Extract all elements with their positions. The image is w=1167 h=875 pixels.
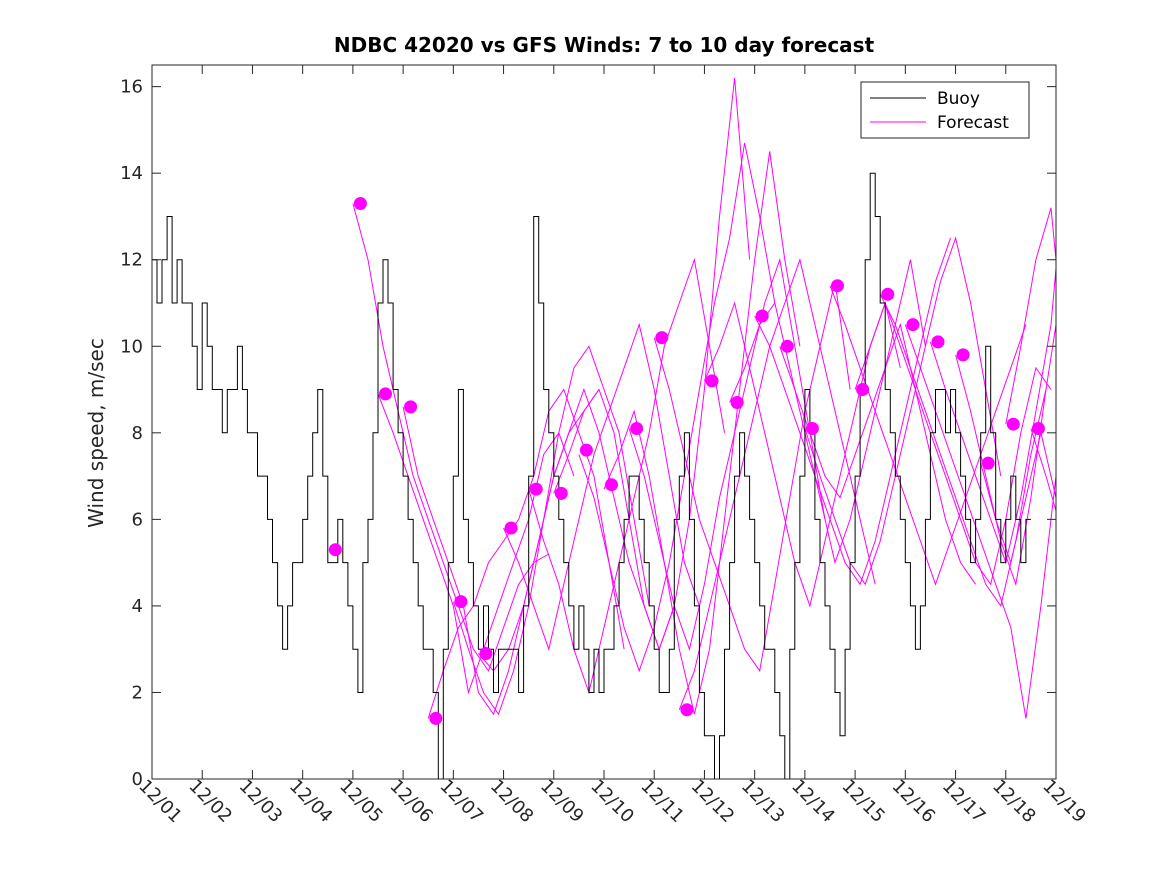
- forecast-line-24: [955, 324, 1057, 587]
- forecast-point-13: [655, 331, 669, 345]
- x-tick-label-2: 12/03: [235, 776, 287, 828]
- y-tick-label-1: 2: [132, 682, 143, 703]
- forecast-points: [328, 197, 1045, 725]
- forecast-point-27: [1006, 417, 1020, 431]
- y-tick-label-6: 12: [120, 250, 143, 271]
- forecast-line-25: [980, 432, 1057, 565]
- forecast-point-16: [730, 396, 744, 409]
- forecast-point-8: [529, 482, 543, 496]
- forecast-point-22: [881, 287, 895, 301]
- x-tick-label-13: 12/14: [787, 776, 839, 828]
- forecast-line-0: [352, 203, 550, 672]
- forecast-point-19: [805, 422, 819, 435]
- forecast-point-6: [479, 647, 493, 660]
- x-tick-label-6: 12/07: [436, 776, 488, 828]
- x-tick-label-11: 12/12: [687, 776, 739, 828]
- forecast-line-16: [754, 237, 951, 586]
- x-tick-label-0: 12/01: [134, 776, 186, 828]
- forecast-point-10: [579, 443, 593, 457]
- forecast-point-2: [379, 387, 392, 401]
- forecast-line-5: [478, 387, 675, 672]
- y-tick-label-7: 14: [120, 163, 143, 184]
- forecast-point-12: [630, 422, 644, 435]
- forecast-point-3: [404, 400, 418, 414]
- x-tick-label-7: 12/08: [486, 776, 538, 828]
- forecast-point-20: [831, 279, 844, 293]
- x-tick-label-12: 12/13: [737, 776, 789, 828]
- forecast-line-3: [427, 388, 625, 719]
- forecast-point-24: [931, 335, 945, 349]
- forecast-line-22: [904, 324, 1057, 719]
- y-axis-ticks: 0 2 4 6 8 10 12 14 16: [120, 77, 1056, 790]
- y-tick-label-8: 16: [120, 77, 143, 98]
- x-tick-label-14: 12/15: [837, 776, 889, 828]
- forecast-point-23: [906, 318, 920, 332]
- forecast-point-9: [554, 486, 568, 500]
- legend-forecast-label: Forecast: [937, 113, 1009, 133]
- forecast-point-14: [680, 703, 694, 717]
- forecast-line-21: [879, 294, 1047, 608]
- x-tick-label-9: 12/10: [586, 776, 638, 828]
- x-tick-label-17: 12/18: [988, 776, 1040, 828]
- y-tick-label-2: 4: [132, 596, 143, 617]
- forecast-point-0: [328, 543, 342, 557]
- forecast-point-1: [353, 197, 367, 210]
- x-tick-label-4: 12/05: [335, 776, 387, 828]
- forecast-line-27: [1030, 428, 1057, 511]
- forecast-point-18: [780, 339, 794, 353]
- x-tick-label-3: 12/04: [285, 776, 337, 828]
- x-tick-label-10: 12/11: [637, 776, 689, 828]
- legend: Buoy Forecast: [860, 81, 1030, 139]
- legend-buoy-label: Buoy: [937, 89, 980, 109]
- x-tick-label-16: 12/17: [938, 776, 990, 828]
- forecast-line-26: [1005, 207, 1057, 425]
- forecast-line-18: [804, 236, 1002, 586]
- forecast-point-11: [605, 478, 618, 492]
- chart-title: NDBC 42020 vs GFS Winds: 7 to 10 day for…: [334, 33, 875, 57]
- forecast-point-15: [705, 374, 719, 388]
- forecast-line-19: [829, 285, 1027, 586]
- forecast-line-14: [703, 301, 901, 608]
- x-tick-label-8: 12/09: [536, 776, 588, 828]
- forecast-line-4: [452, 345, 650, 716]
- x-tick-label-15: 12/16: [888, 776, 940, 828]
- y-tick-label-5: 10: [120, 336, 143, 357]
- forecast-point-5: [454, 595, 468, 609]
- y-tick-label-4: 8: [132, 423, 143, 444]
- forecast-line-8: [553, 77, 751, 651]
- forecast-point-25: [956, 348, 970, 362]
- buoy-line: [152, 172, 1031, 780]
- forecast-line-6: [503, 322, 700, 651]
- forecast-line-17: [779, 322, 977, 585]
- y-axis-label: Wind speed, m/sec: [84, 338, 108, 528]
- legend-box: [860, 81, 1030, 139]
- x-tick-label-5: 12/06: [385, 776, 437, 828]
- buoy-series: [152, 172, 1031, 780]
- forecast-point-7: [504, 521, 518, 535]
- forecast-line-12: [653, 281, 851, 673]
- forecast-line-7: [528, 257, 725, 695]
- x-tick-label-1: 12/02: [185, 776, 237, 828]
- forecast-line-11: [628, 257, 826, 651]
- forecast-line-23: [929, 268, 1057, 565]
- x-tick-label-18: 12/19: [1038, 776, 1090, 828]
- forecast-point-4: [429, 711, 443, 725]
- forecast-line-13: [678, 257, 876, 710]
- forecast-point-28: [1031, 422, 1045, 435]
- forecast-point-21: [856, 383, 870, 396]
- forecast-point-17: [755, 309, 769, 323]
- y-tick-label-3: 6: [132, 509, 143, 530]
- forecast-point-26: [981, 456, 995, 470]
- y-tick-label-0: 0: [132, 769, 143, 790]
